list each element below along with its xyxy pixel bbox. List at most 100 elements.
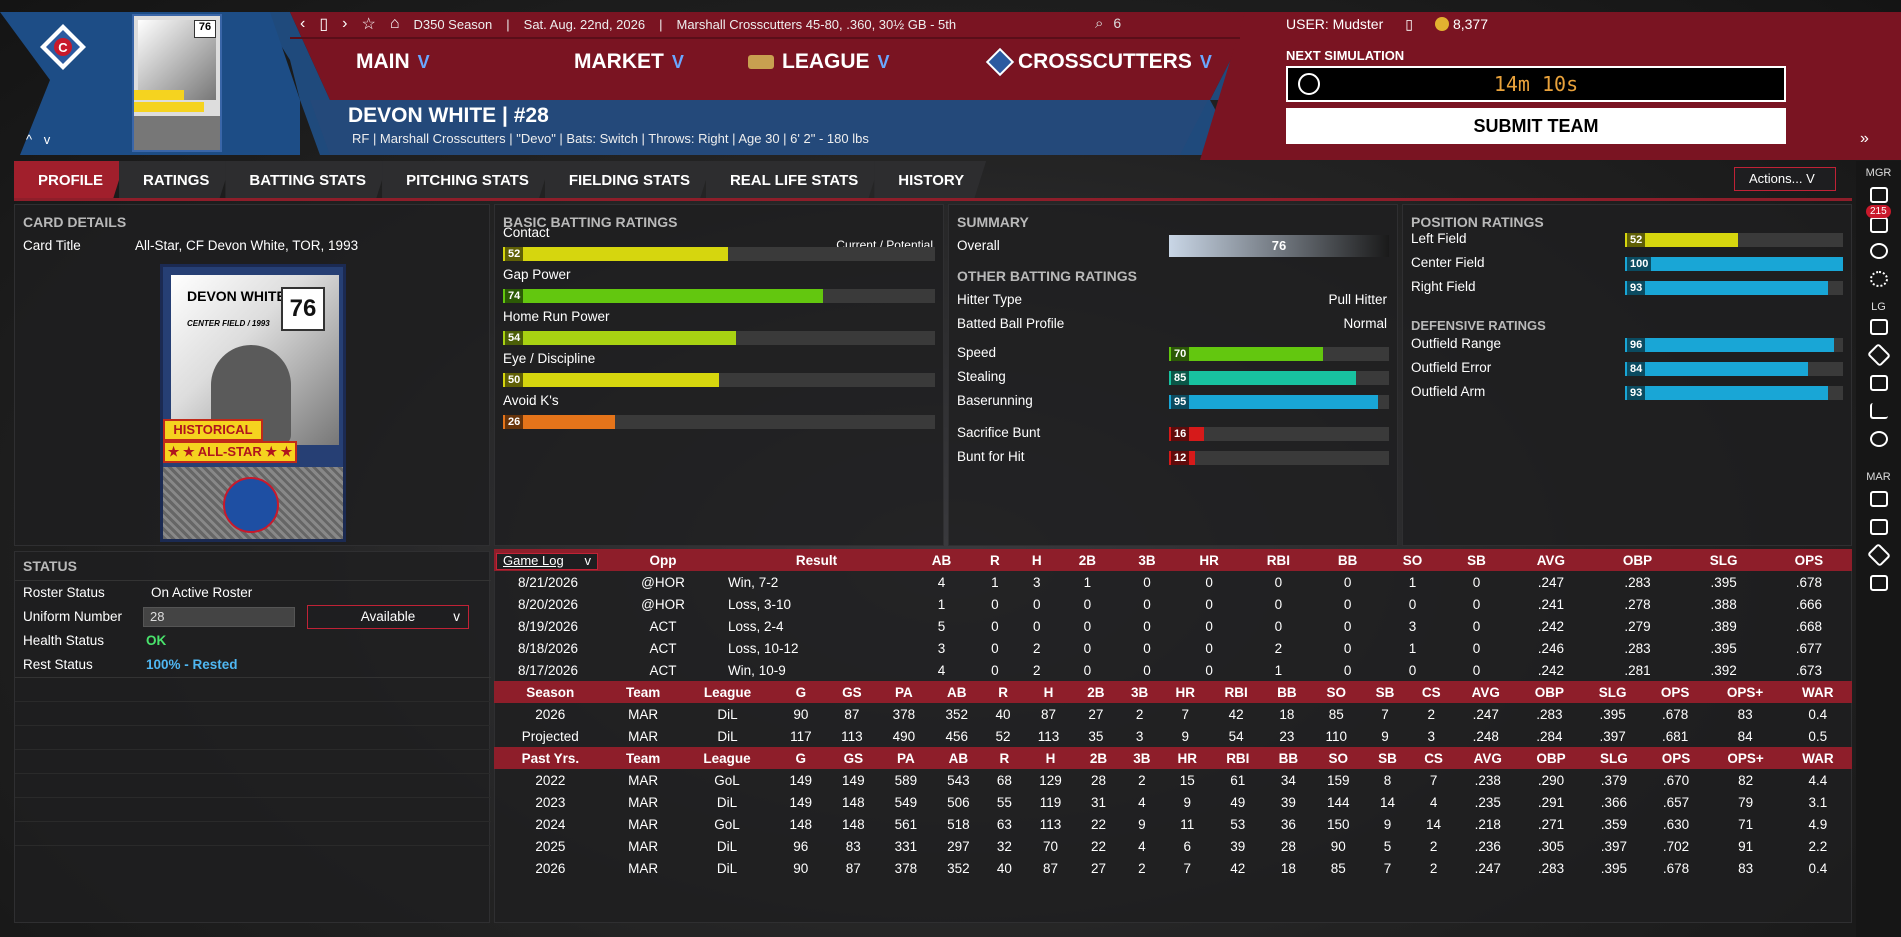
column-header[interactable]: G <box>775 681 827 703</box>
column-header[interactable]: SLG <box>1583 747 1645 769</box>
column-header[interactable]: SLG <box>1681 549 1766 571</box>
table-row[interactable]: Projected MAR DiL 117 113 490 456 52 113 35 3 9 54 23… <box>494 725 1852 747</box>
table-row[interactable]: 8/18/2026 ACT Loss, 10-12 3 0 2 0 0 0 2 0 1 0 .246 .28… <box>494 637 1852 659</box>
diamond-icon[interactable] <box>1866 342 1892 368</box>
column-header[interactable]: League <box>679 747 775 769</box>
table-row[interactable]: 8/21/2026 @HOR Win, 7-2 4 1 3 1 0 0 0 0 1 0 .247 .283.… <box>494 571 1852 593</box>
column-header[interactable]: Team <box>606 681 680 703</box>
home-icon[interactable] <box>1870 319 1888 335</box>
tab-batting-stats[interactable]: BATTING STATS <box>225 161 388 199</box>
column-header[interactable]: CS <box>1408 681 1455 703</box>
table-row[interactable]: 2026 MAR DiL 90 87 378 352 40 87 27 2 7 42 18 85 7 2.247… <box>494 857 1852 879</box>
column-header[interactable]: WAR <box>1783 747 1852 769</box>
tab-profile[interactable]: PROFILE <box>14 161 125 199</box>
swap-icon[interactable] <box>1870 575 1888 591</box>
uniform-number-input[interactable]: 28 <box>143 607 295 627</box>
player-up-down-arrows[interactable]: ^ v <box>26 132 55 147</box>
table-row[interactable]: 8/20/2026 @HOR Loss, 3-10 1 0 0 0 0 0 0 0 0 0 .241 .27… <box>494 593 1852 615</box>
collapse-icon[interactable]: » <box>1860 130 1869 147</box>
table-row[interactable]: 2023 MAR DiL 149 148 549 506 55 119 31 4 9 49 39 144 14… <box>494 791 1852 813</box>
hand-icon[interactable] <box>1870 519 1888 535</box>
game-log-dropdown[interactable]: Game Log v <box>496 553 598 570</box>
table-row[interactable]: 8/19/2026 ACT Loss, 2-4 5 0 0 0 0 0 0 0 3 0 .242 .279.… <box>494 615 1852 637</box>
column-header[interactable]: BB <box>1263 681 1311 703</box>
column-header[interactable]: SO <box>1310 681 1362 703</box>
baseball-icon[interactable] <box>1870 431 1888 447</box>
column-header[interactable]: GS <box>827 747 880 769</box>
column-header[interactable]: OBP <box>1518 747 1584 769</box>
column-header[interactable]: GS <box>826 681 878 703</box>
column-header[interactable]: AVG <box>1508 549 1594 571</box>
column-header[interactable]: AB <box>930 681 984 703</box>
table-row[interactable]: 2024 MAR GoL 148 148 561 518 63 113 22 9 11 53 36 150 9… <box>494 813 1852 835</box>
column-header[interactable]: OPS <box>1643 681 1707 703</box>
column-header[interactable]: H <box>1024 747 1077 769</box>
column-header[interactable]: RBI <box>1210 747 1265 769</box>
search-box[interactable]: ⌕ 6 <box>1095 15 1121 32</box>
column-header[interactable]: Season <box>494 681 607 703</box>
column-header[interactable]: AB <box>909 549 974 571</box>
column-header[interactable]: 2B <box>1074 681 1118 703</box>
player-card-thumbnail[interactable]: 76 <box>132 14 222 152</box>
back-icon[interactable]: ‹ <box>300 15 306 32</box>
column-header[interactable]: OPS+ <box>1707 747 1784 769</box>
column-header[interactable]: PA <box>877 681 931 703</box>
phone-icon[interactable]: ▯ <box>1405 16 1413 32</box>
column-header[interactable]: H <box>1022 681 1075 703</box>
tab-ratings[interactable]: RATINGS <box>119 161 231 199</box>
player-card-image[interactable]: DEVON WHITE CENTER FIELD / 1993 76 HISTO… <box>160 264 346 542</box>
column-header[interactable]: OBP <box>1593 549 1682 571</box>
column-header[interactable]: 3B <box>1120 747 1164 769</box>
column-header[interactable]: OBP <box>1517 681 1582 703</box>
table-row[interactable]: 2022 MAR GoL 149 149 589 543 68 129 28 2 15 61 34 159 8… <box>494 769 1852 791</box>
diamond-icon[interactable] <box>1866 542 1892 568</box>
bar-chart-icon[interactable] <box>1870 403 1888 419</box>
table-row[interactable]: 8/17/2026 ACT Win, 10-9 4 0 2 0 0 0 1 0 0 0 .242 .281.… <box>494 659 1852 681</box>
column-header[interactable]: League <box>679 681 776 703</box>
column-header[interactable]: Result <box>723 549 910 571</box>
team-logo[interactable]: C <box>38 22 88 72</box>
username[interactable]: USER: Mudster <box>1286 16 1384 32</box>
column-header[interactable]: 2B <box>1057 549 1118 571</box>
column-header[interactable]: SLG <box>1581 681 1644 703</box>
column-header[interactable]: RBI <box>1209 681 1264 703</box>
nav-main[interactable]: MAIN V <box>356 50 430 73</box>
column-header[interactable]: R <box>984 747 1025 769</box>
mail-icon[interactable] <box>1870 217 1888 233</box>
column-header[interactable]: AVG <box>1454 681 1518 703</box>
tab-pitching-stats[interactable]: PITCHING STATS <box>382 161 551 199</box>
column-header[interactable]: SO <box>1311 747 1365 769</box>
gear-icon[interactable] <box>1870 271 1888 287</box>
search-icon[interactable] <box>1870 243 1888 259</box>
tab-fielding-stats[interactable]: FIELDING STATS <box>545 161 712 199</box>
card-icon[interactable] <box>1870 375 1888 391</box>
column-header[interactable]: R <box>983 681 1023 703</box>
column-header[interactable]: HR <box>1176 549 1242 571</box>
column-header[interactable]: H <box>1015 549 1058 571</box>
star-icon[interactable]: ☆ <box>361 16 376 33</box>
column-header[interactable]: Past Yrs. <box>494 747 607 769</box>
column-header[interactable]: G <box>774 747 828 769</box>
column-header[interactable]: HR <box>1161 681 1210 703</box>
submit-team-button[interactable]: SUBMIT TEAM <box>1286 108 1786 144</box>
availability-dropdown[interactable]: Available v <box>307 605 469 629</box>
column-header[interactable]: CS <box>1410 747 1457 769</box>
column-header[interactable]: AVG <box>1456 747 1519 769</box>
column-header[interactable]: 3B <box>1117 681 1162 703</box>
column-header[interactable]: OPS <box>1644 747 1708 769</box>
column-header[interactable]: SB <box>1364 747 1411 769</box>
home-icon[interactable] <box>1870 187 1888 203</box>
column-header[interactable]: BB <box>1315 549 1381 571</box>
column-header[interactable]: Team <box>606 747 680 769</box>
forward-icon[interactable]: › <box>342 15 348 32</box>
actions-dropdown[interactable]: Actions... V <box>1734 167 1836 191</box>
tab-real-life-stats[interactable]: REAL LIFE STATS <box>706 161 880 199</box>
column-header[interactable]: SB <box>1361 681 1409 703</box>
nav-league[interactable]: LEAGUE V <box>748 50 890 74</box>
nav-market[interactable]: MARKET V <box>574 50 684 73</box>
nav-crosscutters[interactable]: CROSSCUTTERS V <box>985 47 1212 77</box>
column-header[interactable]: R <box>973 549 1016 571</box>
column-header[interactable]: RBI <box>1241 549 1316 571</box>
column-header[interactable]: OPS <box>1765 549 1852 571</box>
column-header[interactable]: PA <box>879 747 933 769</box>
